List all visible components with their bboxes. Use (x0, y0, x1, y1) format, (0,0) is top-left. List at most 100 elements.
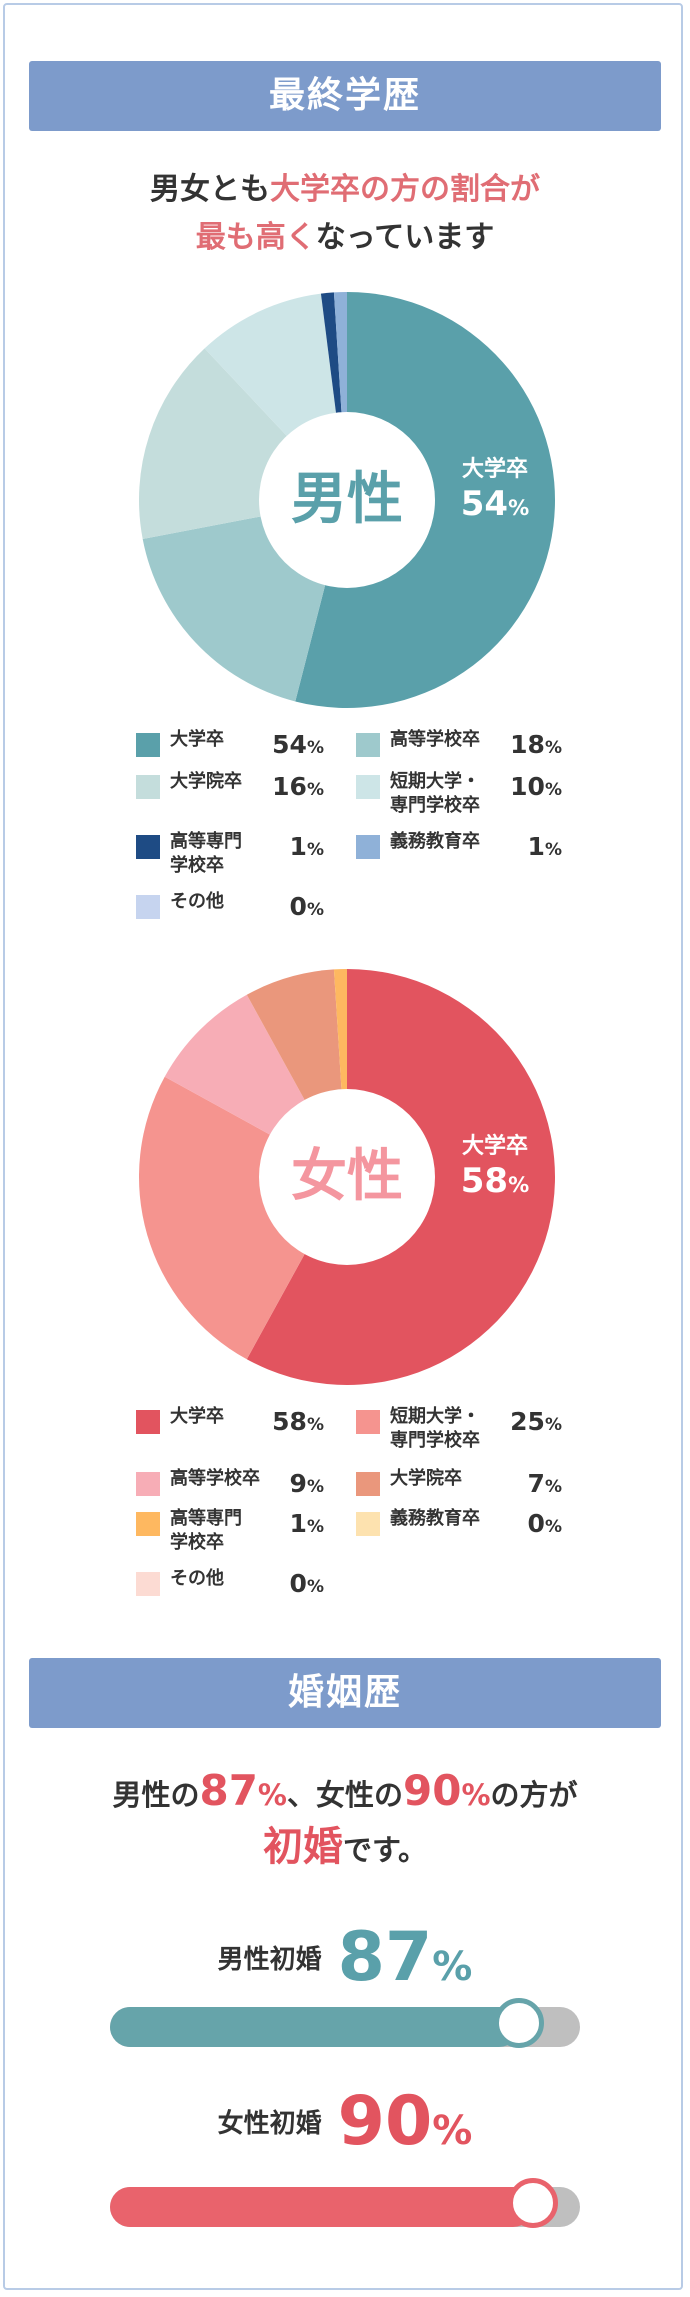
legend-value-unit: % (306, 1517, 324, 1537)
female-highlight-label: 大学卒 58% (445, 1133, 545, 1205)
legend-value-number: 54 (272, 730, 307, 759)
legend-value-number: 0 (289, 892, 307, 921)
bar-knob (508, 2178, 558, 2228)
legend-label: 大学卒 (170, 728, 282, 752)
legend-value: 9% (290, 1467, 324, 1504)
legend-item: その他 0% (136, 1567, 336, 1607)
legend-value-unit: % (306, 1415, 324, 1435)
value-number: 90 (337, 2082, 433, 2161)
highlight-value: 58% (445, 1161, 545, 1205)
bar-fill (110, 2187, 533, 2227)
legend-item: 短期大学・ 専門学校卒 10% (356, 770, 562, 816)
marriage-lead: 男性の87%、女性の90%の方が 初婚です。 (0, 1765, 690, 1876)
male-education-pie-chart: 男性 大学卒 54% (139, 292, 555, 708)
legend-value-unit: % (306, 1477, 324, 1497)
legend-swatch (356, 1472, 380, 1496)
lead-highlight: 最も高く (195, 220, 316, 255)
legend-label: 短期大学・専門学校卒 (390, 770, 502, 818)
value-unit: % (432, 2108, 473, 2154)
legend-item: 高等学校卒 18% (356, 728, 562, 768)
legend-value: 0% (290, 1567, 324, 1604)
lead-highlight: 初婚 (262, 1824, 343, 1870)
legend-item: その他 0% (136, 890, 336, 930)
legend-value-number: 25 (510, 1407, 545, 1436)
marriage-section-title: 婚姻歴 (29, 1658, 661, 1728)
legend-swatch (136, 1472, 160, 1496)
legend-label: 高等専門 学校卒 (170, 830, 282, 878)
male-first-marriage-header: 男性初婚 87% (0, 1918, 690, 1997)
legend-item: 大学院卒 7% (356, 1467, 562, 1507)
female-first-marriage-bar (110, 2178, 580, 2228)
legend-value: 58% (272, 1405, 324, 1442)
legend-value: 25% (510, 1405, 562, 1442)
female-pie-svg (139, 969, 555, 1385)
highlight-value: 54% (445, 484, 545, 528)
legend-value: 0% (290, 890, 324, 927)
donut-hole (259, 1089, 435, 1265)
legend-label-line: 短期大学・ (390, 771, 480, 792)
bar-knob (493, 1998, 544, 2048)
legend-label: 高等学校卒 (390, 728, 502, 752)
legend-label-line: 大学院卒 (170, 771, 242, 792)
legend-label-line: 義務教育卒 (390, 831, 480, 852)
legend-value-number: 7 (527, 1469, 545, 1498)
legend-value-number: 1 (289, 832, 307, 861)
legend-value-number: 10 (510, 772, 545, 801)
legend-swatch (136, 733, 160, 757)
education-section-title: 最終学歴 (29, 61, 661, 131)
legend-label-line: 大学卒 (170, 729, 224, 750)
legend-value-number: 0 (527, 1509, 545, 1538)
legend-swatch (356, 1512, 380, 1536)
legend-value-unit: % (544, 840, 562, 860)
legend-label-line: 専門学校卒 (390, 795, 480, 816)
lead-female-number: 90 (403, 1766, 462, 1815)
legend-value-number: 58 (272, 1407, 307, 1436)
legend-item: 高等専門 学校卒 1% (136, 1507, 336, 1553)
legend-label: 大学卒 (170, 1405, 282, 1429)
legend-value-unit: % (544, 1517, 562, 1537)
legend-value-number: 18 (510, 730, 545, 759)
female-first-marriage-value: 90% (338, 2082, 473, 2161)
legend-value: 54% (272, 728, 324, 765)
highlight-name: 大学卒 (461, 457, 528, 482)
legend-swatch (136, 1512, 160, 1536)
legend-value: 16% (272, 770, 324, 807)
page-frame (3, 3, 683, 2290)
legend-label: 高等学校卒 (170, 1467, 282, 1491)
male-first-marriage-label: 男性初婚 (217, 1945, 322, 1975)
lead-text: 、女性の (286, 1778, 403, 1812)
legend-value-number: 1 (289, 1509, 307, 1538)
female-first-marriage-label: 女性初婚 (217, 2109, 322, 2139)
value-number: 87 (337, 1918, 433, 1997)
legend-value-number: 1 (527, 832, 545, 861)
legend-label-line: その他 (170, 891, 224, 912)
legend-label-line: 高等学校卒 (170, 1468, 260, 1489)
legend-label: 短期大学・ 専門学校卒 (390, 1405, 502, 1453)
legend-label: その他 (170, 890, 282, 914)
legend-value: 0% (528, 1507, 562, 1544)
legend-item: 大学卒 58% (136, 1405, 336, 1445)
legend-value-unit: % (544, 1415, 562, 1435)
legend-value-number: 0 (289, 1569, 307, 1598)
male-center-label: 男性 (291, 467, 403, 532)
education-lead: 男女とも大学卒の方の割合が 最も高くなっています (0, 166, 690, 262)
highlight-number: 58 (460, 1161, 509, 1201)
legend-swatch (136, 775, 160, 799)
legend-swatch (356, 835, 380, 859)
female-center-label: 女性 (291, 1144, 403, 1209)
legend-swatch (356, 733, 380, 757)
legend-label-line: 義務教育卒 (390, 1508, 480, 1529)
highlight-unit: % (508, 495, 530, 520)
legend-item: 大学卒 54% (136, 728, 336, 768)
legend-value-unit: % (306, 780, 324, 800)
legend-label: 義務教育卒 (390, 830, 502, 854)
legend-label: その他 (170, 1567, 282, 1591)
legend-item: 高等専門 学校卒 1% (136, 830, 336, 876)
legend-value-number: 16 (272, 772, 307, 801)
legend-label-line: 大学卒 (170, 1406, 224, 1427)
legend-item: 短期大学・ 専門学校卒 25% (356, 1405, 562, 1451)
lead-highlight: 大学卒の方の割合が (270, 172, 540, 207)
legend-label-line: 高等専門 (170, 831, 242, 852)
legend-label-line: 学校卒 (170, 1532, 224, 1553)
legend-label-line: 高等学校卒 (390, 729, 480, 750)
